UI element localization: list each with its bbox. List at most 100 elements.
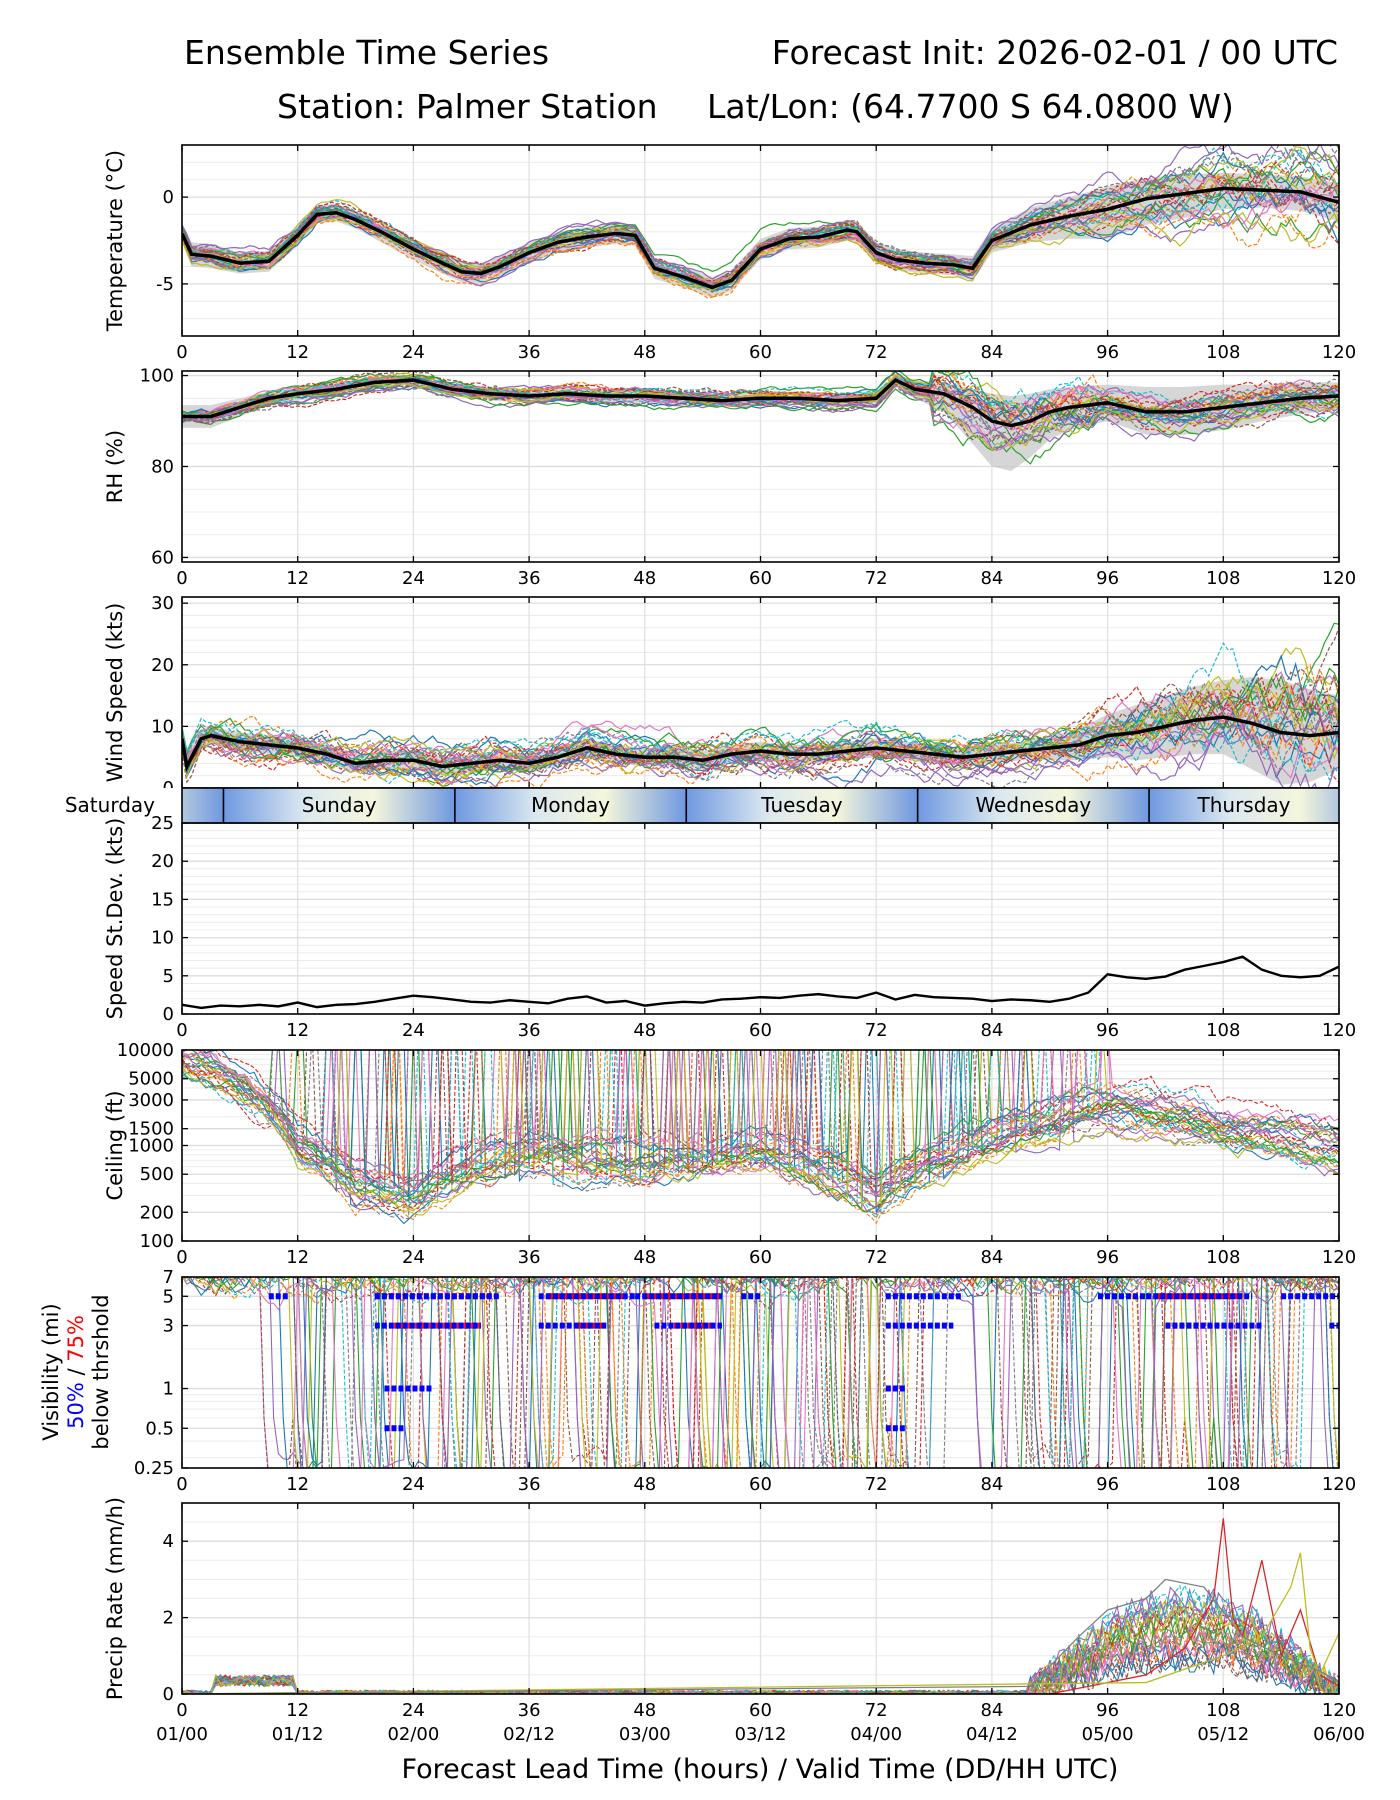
ensemble-member-line	[182, 1050, 1339, 1189]
x-tick-label: 72	[865, 568, 888, 589]
ensemble-member-line	[182, 1050, 1339, 1196]
day-label: Monday	[531, 793, 610, 817]
ensemble-member-line	[358, 1277, 1306, 1468]
valid-time-label: 06/00	[1313, 1724, 1365, 1745]
x-tick-label: 72	[865, 1700, 888, 1721]
y-axis-label: Wind Speed (kts)	[103, 603, 127, 783]
y-tick-label: 1500	[128, 1119, 174, 1140]
lat-lon: Lat/Lon: (64.7700 S 64.0800 W)	[707, 87, 1234, 126]
x-tick-label: 96	[1096, 1020, 1119, 1041]
ensemble-member-line	[196, 1277, 1339, 1468]
ensemble-member-line	[182, 681, 1339, 788]
x-tick-label: 0	[176, 568, 187, 589]
y-tick-label: 20	[151, 851, 174, 872]
x-tick-label: 36	[518, 1474, 541, 1495]
y-tick-label: 25	[151, 813, 174, 834]
plot-area	[182, 1050, 1339, 1225]
x-tick-label: 120	[1322, 1474, 1356, 1495]
valid-time-label: 02/00	[387, 1724, 439, 1745]
y-tick-label: 0	[163, 187, 174, 208]
precip-member-line	[182, 1578, 1339, 1694]
x-tick-label: 60	[749, 1474, 772, 1495]
x-tick-label: 0	[176, 1247, 187, 1268]
ensemble-member-line	[182, 1599, 1339, 1694]
title-right: Forecast Init: 2026-02-01 / 00 UTC	[772, 33, 1338, 72]
precip-member-line	[182, 1552, 1339, 1694]
ensemble-member-line	[182, 1605, 1339, 1694]
x-tick-label: 24	[402, 1020, 425, 1041]
y-tick-label: 15	[151, 889, 174, 910]
x-tick-label: 60	[749, 1020, 772, 1041]
x-tick-label: 60	[749, 1247, 772, 1268]
valid-time-label: 01/12	[272, 1724, 324, 1745]
ensemble-member-line	[182, 211, 1339, 292]
legend-50pct: 50%	[64, 1382, 88, 1429]
valid-time-label: 03/12	[735, 1724, 787, 1745]
plot-area	[182, 622, 1339, 788]
x-tick-label: 72	[865, 1474, 888, 1495]
x-tick-label: 12	[286, 1247, 309, 1268]
x-tick-label: 96	[1096, 342, 1119, 363]
y-tick-label: 20	[151, 655, 174, 676]
day-band	[223, 788, 455, 823]
x-tick-label: 96	[1096, 1247, 1119, 1268]
precip-member-line	[182, 1518, 1339, 1694]
x-tick-label: 84	[980, 1020, 1003, 1041]
day-of-week-strip: Saturday Sunday Monday Tuesday Wednesday Thur…	[0, 787, 1400, 824]
ensemble-member-line	[182, 207, 1339, 298]
y-tick-label: 10	[151, 716, 174, 737]
day-strip-mask	[1339, 788, 1400, 823]
y-tick-label: 30	[151, 593, 174, 614]
x-tick-label: 84	[980, 1474, 1003, 1495]
x-tick-label: 84	[980, 1700, 1003, 1721]
ensemble-member-line	[182, 1050, 1339, 1216]
plot-area	[182, 371, 1339, 472]
y-tick-label: 100	[140, 366, 174, 387]
ensemble-member-line	[182, 1638, 1339, 1694]
ensemble-member-line	[182, 172, 1339, 299]
legend-sep: /	[64, 1362, 88, 1382]
day-label: Thursday	[1197, 793, 1291, 817]
y-axis-label: Visibility (mi)	[39, 1303, 63, 1440]
ensemble-member-line	[182, 1630, 1339, 1694]
x-tick-label: 48	[633, 1474, 656, 1495]
day-label: Wednesday	[975, 793, 1091, 817]
x-tick-label: 72	[865, 342, 888, 363]
ensemble-member-line	[182, 1050, 1339, 1211]
ensemble-member-line	[182, 156, 1339, 282]
day-band	[686, 788, 918, 823]
title-left: Ensemble Time Series	[184, 33, 549, 72]
y-tick-label: 200	[140, 1202, 174, 1223]
x-tick-label: 36	[518, 1020, 541, 1041]
ensemble-member-line	[182, 1050, 1339, 1198]
x-tick-label: 60	[749, 1700, 772, 1721]
ensemble-member-line	[182, 1050, 1339, 1205]
x-tick-label: 24	[402, 1700, 425, 1721]
ensemble-member-line	[189, 1050, 1339, 1202]
ensemble-mean-line	[182, 378, 1339, 428]
valid-time-label: 02/12	[503, 1724, 555, 1745]
x-tick-label: 12	[286, 1700, 309, 1721]
y-tick-label: 0.5	[145, 1418, 174, 1439]
x-tick-label: 36	[518, 342, 541, 363]
y-tick-label: 5	[163, 966, 174, 987]
stdev-line	[182, 955, 1339, 1010]
ensemble-member-line	[182, 1050, 1339, 1221]
plot-area	[182, 955, 1339, 1010]
y-tick-label: -5	[156, 274, 174, 295]
visibility-panel: 75 3 1 0.5 0.250 12 24 36 48 60 72 84 96 108 120 Visibi…	[39, 1267, 1356, 1495]
day-band	[917, 788, 1150, 823]
x-tick-label: 108	[1206, 1020, 1240, 1041]
ensemble-member-line	[182, 673, 1339, 784]
x-tick-label: 36	[518, 1247, 541, 1268]
ensemble-member-line	[182, 1050, 1339, 1199]
ensemble-member-line	[182, 1050, 1339, 1195]
ensemble-member-line	[182, 1642, 1339, 1694]
y-tick-label: 0	[163, 1004, 174, 1025]
x-tick-label: 12	[286, 1020, 309, 1041]
valid-time-label: 05/12	[1197, 1724, 1249, 1745]
y-axis-label: Ceiling (ft)	[103, 1090, 127, 1200]
y-tick-label: 500	[140, 1164, 174, 1185]
